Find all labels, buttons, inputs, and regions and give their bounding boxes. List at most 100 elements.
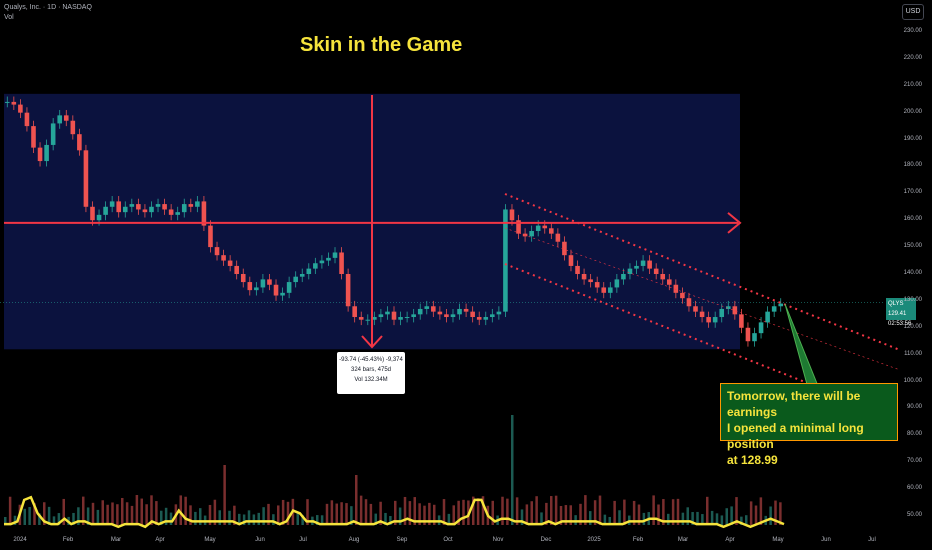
volume-bar <box>564 505 568 525</box>
y-tick-label: 50.00 <box>906 512 922 518</box>
volume-bar <box>33 503 36 525</box>
volume-bar <box>735 497 738 525</box>
candle-body <box>516 220 521 234</box>
y-tick-label: 150.00 <box>903 243 922 250</box>
candle-body <box>293 276 298 283</box>
candle-body <box>234 265 239 274</box>
candle-body <box>391 311 397 320</box>
volume-bar <box>618 510 621 525</box>
candle-body <box>280 292 285 296</box>
y-tick-label: 60.00 <box>906 485 922 492</box>
volume-bar <box>593 500 597 525</box>
y-tick-label: 110.00 <box>904 350 922 357</box>
annotation-title: Skin in the Game <box>300 34 463 56</box>
volume-bar <box>418 503 421 525</box>
candle-body <box>90 206 95 221</box>
candle-body <box>634 265 639 269</box>
measure-change: -93.74 (-45.43%) -9,374 <box>339 357 403 363</box>
candle-body <box>339 252 344 274</box>
candle-body <box>404 317 410 319</box>
volume-bar <box>257 512 260 525</box>
candle-body <box>313 263 318 269</box>
candle-body <box>562 241 567 256</box>
volume-bar <box>242 514 246 525</box>
volume-bar <box>116 504 119 525</box>
badge-price: 129.41 <box>888 311 907 317</box>
candle-body <box>765 311 770 323</box>
currency-button[interactable]: USD <box>902 4 924 20</box>
candle-body <box>712 317 718 323</box>
volume-bar <box>554 495 558 525</box>
candle-body <box>188 204 194 207</box>
volume-bar <box>223 465 226 525</box>
candle-body <box>57 115 63 124</box>
candle-body <box>647 260 652 269</box>
y-tick-label: 100.00 <box>903 377 922 384</box>
volume-bar <box>774 500 777 525</box>
y-tick-label: 170.00 <box>903 189 922 196</box>
x-tick-label: Apr <box>725 537 735 543</box>
candle-body <box>4 101 10 103</box>
volume-bar <box>730 506 733 525</box>
volume-bar <box>491 500 494 525</box>
volume-bar <box>394 500 397 525</box>
volume-bar <box>428 502 431 525</box>
volume-bar <box>476 498 480 525</box>
volume-bar <box>515 497 519 525</box>
candle-body <box>358 317 364 320</box>
last-price-badge: QLYS 129.41 02:53:56 <box>886 298 916 327</box>
volume-bar <box>481 496 485 525</box>
volume-bar <box>501 496 504 525</box>
candle-body <box>470 311 475 318</box>
volume-bar <box>62 498 65 525</box>
candle-body <box>535 225 541 231</box>
volume-bar <box>140 498 143 525</box>
candle-body <box>299 274 305 277</box>
volume-bar <box>72 512 75 525</box>
volume-bar <box>91 502 95 525</box>
volume-bar <box>184 496 187 525</box>
volume-bar <box>506 498 509 525</box>
candle-body <box>509 209 515 221</box>
candle-body <box>372 317 377 320</box>
candle-body <box>627 268 633 274</box>
volume-bar <box>398 507 402 525</box>
candle-body <box>227 260 233 266</box>
volume-bar <box>96 509 100 525</box>
y-tick-label: 90.00 <box>906 404 922 411</box>
candle-body <box>77 134 82 151</box>
volume-bar <box>696 511 699 525</box>
y-tick-label: 80.00 <box>906 431 922 438</box>
volume-bar <box>121 497 124 525</box>
volume-bar <box>745 515 748 525</box>
y-tick-label: 180.00 <box>903 162 922 169</box>
candle-body <box>457 308 462 315</box>
volume-bar <box>403 496 407 525</box>
candle-body <box>575 265 580 274</box>
volume-bar <box>613 500 616 525</box>
x-tick-label: May <box>204 537 216 543</box>
candle-body <box>195 201 200 207</box>
volume-bar <box>623 499 626 525</box>
candle-body <box>725 306 731 309</box>
volume-bar <box>686 507 689 525</box>
vertical-arrow-head <box>361 335 383 349</box>
volume-bar <box>350 506 353 525</box>
volume-bar <box>228 510 231 525</box>
volume-bar <box>43 502 46 525</box>
volume-bar <box>759 497 763 525</box>
volume-bar <box>247 510 251 525</box>
candle-body <box>758 322 764 334</box>
volume-bar <box>540 512 543 525</box>
volume-bar <box>194 511 197 525</box>
candle-body <box>109 201 115 207</box>
volume-bar <box>320 515 324 525</box>
volume-bar <box>374 513 377 525</box>
volume-bar <box>4 517 7 525</box>
volume-bar <box>511 415 514 525</box>
y-tick-label: 130.00 <box>903 296 922 303</box>
candle-body <box>260 279 266 288</box>
volume-bar <box>125 502 129 525</box>
volume-bar <box>671 499 675 525</box>
